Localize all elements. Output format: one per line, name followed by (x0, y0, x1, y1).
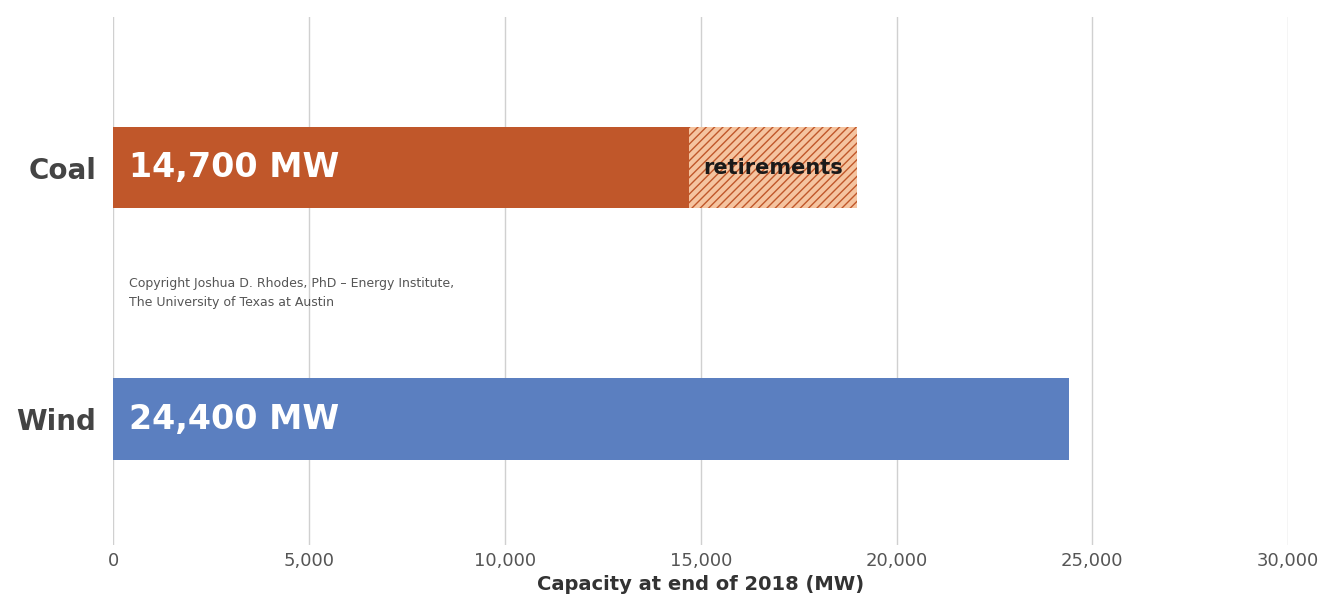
Bar (689, 126, 858, 208)
Bar (114, 378, 1069, 460)
Text: 14,700 MW: 14,700 MW (128, 151, 339, 184)
X-axis label: Capacity at end of 2018 (MW): Capacity at end of 2018 (MW) (537, 576, 864, 595)
Text: Copyright Joshua D. Rhodes, PhD – Energy Institute,
The University of Texas at A: Copyright Joshua D. Rhodes, PhD – Energy… (128, 277, 454, 309)
Text: retirements: retirements (703, 158, 843, 178)
Bar (114, 126, 689, 208)
Text: 24,400 MW: 24,400 MW (128, 403, 339, 436)
